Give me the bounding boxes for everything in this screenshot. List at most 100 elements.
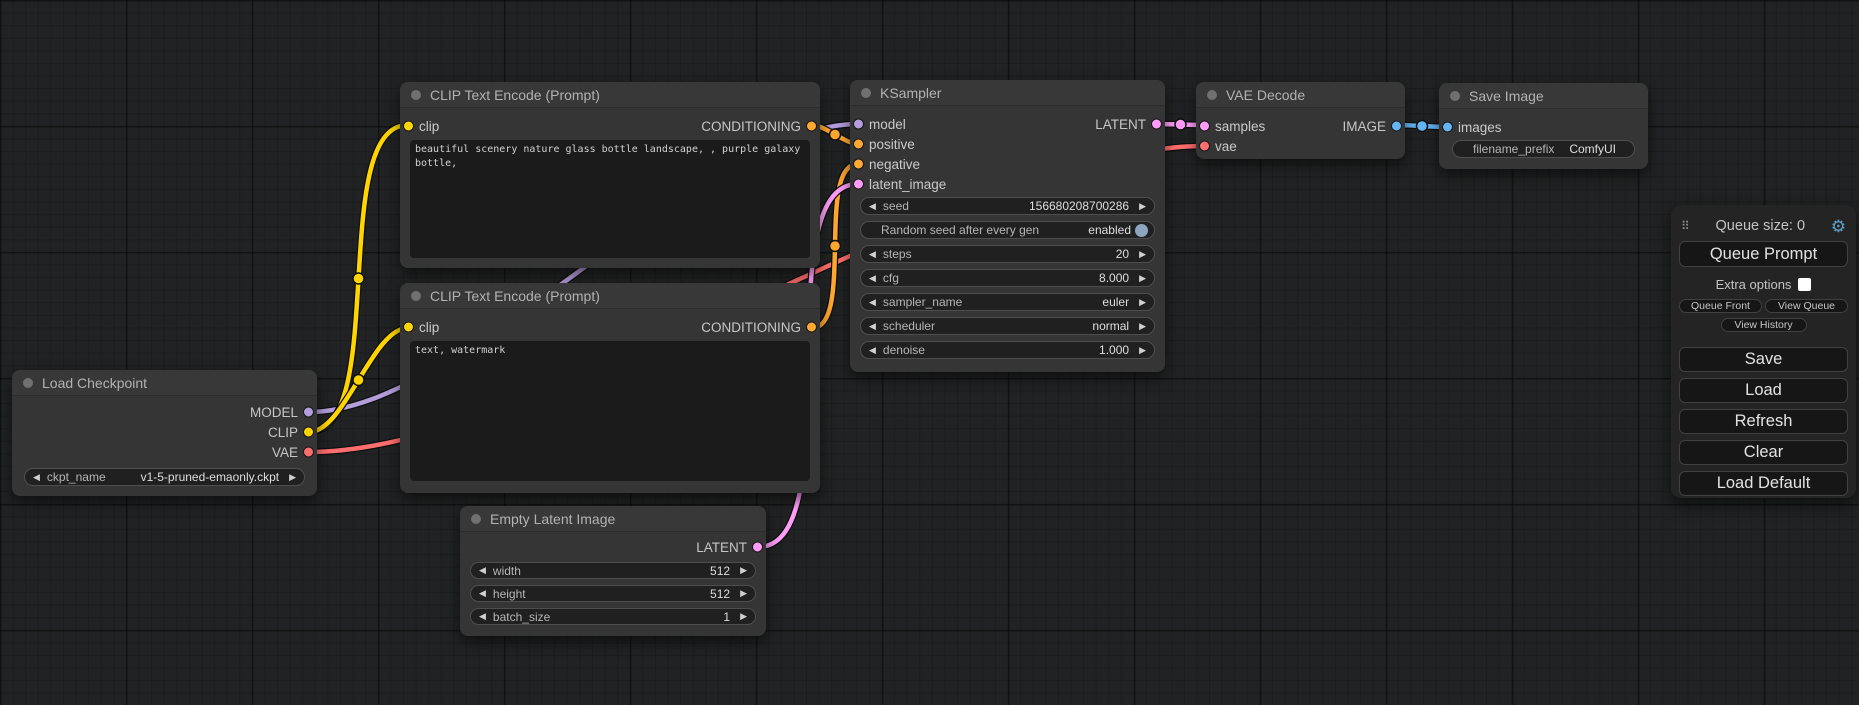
arrow-right-icon[interactable]: ▶ — [1139, 344, 1146, 355]
clear-button[interactable]: Clear — [1679, 440, 1848, 465]
input-port-positive[interactable] — [853, 138, 864, 150]
collapse-dot-icon[interactable] — [23, 377, 33, 388]
arrow-right-icon[interactable]: ▶ — [289, 471, 296, 482]
prompt-textarea[interactable]: text, watermark — [410, 341, 810, 481]
output-port-model[interactable] — [303, 406, 314, 418]
widget-label: seed — [882, 199, 909, 213]
output-port-latent[interactable] — [752, 541, 763, 553]
node-clip-text-encode-negative[interactable]: CLIP Text Encode (Prompt) clip CONDITION… — [400, 283, 820, 493]
view-history-button[interactable]: View History — [1720, 318, 1807, 332]
save-button[interactable]: Save — [1679, 347, 1848, 372]
arrow-right-icon[interactable]: ▶ — [1139, 200, 1146, 211]
toggle-dot-icon[interactable] — [1135, 223, 1148, 237]
output-label-latent: LATENT — [696, 539, 747, 555]
arrow-right-icon[interactable]: ▶ — [740, 611, 747, 621]
collapse-dot-icon[interactable] — [1450, 90, 1460, 101]
link-midpoint-dot[interactable] — [828, 128, 842, 141]
widget-sampler-name[interactable]: ◀ sampler_name euler ▶ — [860, 293, 1155, 311]
refresh-button[interactable]: Refresh — [1679, 409, 1848, 434]
node-load-checkpoint[interactable]: Load Checkpoint MODEL CLIP VAE ◀ ckpt_na… — [12, 370, 317, 496]
collapse-dot-icon[interactable] — [411, 89, 421, 100]
queue-front-button[interactable]: Queue Front — [1679, 299, 1762, 313]
input-port-vae[interactable] — [1199, 140, 1210, 152]
link-midpoint-dot[interactable] — [352, 272, 365, 285]
node-title-bar[interactable]: Load Checkpoint — [12, 370, 317, 396]
arrow-right-icon[interactable]: ▶ — [740, 565, 747, 575]
node-save-image[interactable]: Save Image images filename_prefix ComfyU… — [1439, 83, 1648, 169]
extra-options-checkbox[interactable] — [1798, 278, 1812, 291]
node-vae-decode[interactable]: VAE Decode samples IMAGE vae — [1196, 82, 1405, 159]
arrow-left-icon[interactable]: ◀ — [479, 611, 486, 621]
output-port-clip[interactable] — [303, 426, 314, 438]
node-ksampler[interactable]: KSampler model LATENT positive negative … — [850, 80, 1165, 372]
arrow-left-icon[interactable]: ◀ — [479, 588, 486, 598]
output-label-vae: VAE — [271, 444, 298, 460]
arrow-right-icon[interactable]: ▶ — [1139, 248, 1146, 259]
load-button[interactable]: Load — [1679, 378, 1848, 403]
widget-ckpt-name[interactable]: ◀ ckpt_name v1-5-pruned-emaonly.ckpt ▶ — [24, 468, 305, 486]
link-midpoint-dot[interactable] — [828, 239, 842, 253]
link-midpoint-dot[interactable] — [352, 373, 365, 387]
input-port-model[interactable] — [853, 118, 864, 130]
node-title-bar[interactable]: VAE Decode — [1196, 82, 1405, 108]
widget-label: denoise — [882, 343, 925, 357]
node-clip-text-encode-positive[interactable]: CLIP Text Encode (Prompt) clip CONDITION… — [400, 82, 820, 268]
drag-handle-icon[interactable]: ⠿ — [1681, 219, 1690, 233]
widget-cfg[interactable]: ◀ cfg 8.000 ▶ — [860, 269, 1155, 287]
output-port-image[interactable] — [1391, 120, 1402, 132]
input-label-positive: positive — [869, 136, 915, 152]
widget-denoise[interactable]: ◀ denoise 1.000 ▶ — [860, 341, 1155, 359]
widget-scheduler[interactable]: ◀ scheduler normal ▶ — [860, 317, 1155, 335]
arrow-right-icon[interactable]: ▶ — [740, 588, 747, 598]
input-port-latent-image[interactable] — [853, 178, 864, 190]
arrow-right-icon[interactable]: ▶ — [1139, 296, 1146, 307]
arrow-left-icon[interactable]: ◀ — [33, 471, 40, 482]
node-title-bar[interactable]: Save Image — [1439, 83, 1648, 109]
collapse-dot-icon[interactable] — [411, 290, 421, 301]
widget-seed[interactable]: ◀ seed 156680208700286 ▶ — [860, 197, 1155, 215]
widget-batch-size[interactable]: ◀ batch_size 1 ▶ — [470, 608, 756, 625]
arrow-left-icon[interactable]: ◀ — [869, 248, 876, 259]
node-title-bar[interactable]: CLIP Text Encode (Prompt) — [400, 283, 820, 309]
output-port-vae[interactable] — [303, 446, 314, 458]
output-port-conditioning[interactable] — [806, 120, 817, 132]
prompt-textarea[interactable]: beautiful scenery nature glass bottle la… — [410, 140, 810, 258]
arrow-left-icon[interactable]: ◀ — [869, 344, 876, 355]
collapse-dot-icon[interactable] — [1207, 89, 1217, 100]
node-empty-latent-image[interactable]: Empty Latent Image LATENT ◀ width 512 ▶ … — [460, 506, 766, 636]
input-label-vae: vae — [1215, 138, 1237, 154]
output-port-latent[interactable] — [1151, 118, 1162, 130]
input-port-samples[interactable] — [1199, 120, 1210, 132]
collapse-dot-icon[interactable] — [471, 513, 481, 524]
view-queue-button[interactable]: View Queue — [1765, 299, 1848, 313]
arrow-left-icon[interactable]: ◀ — [869, 320, 876, 331]
link-midpoint-dot[interactable] — [1415, 119, 1429, 133]
input-port-clip[interactable] — [403, 120, 414, 132]
arrow-left-icon[interactable]: ◀ — [869, 272, 876, 283]
arrow-right-icon[interactable]: ▶ — [1139, 272, 1146, 283]
link-midpoint-dot[interactable] — [1174, 118, 1187, 131]
widget-random-seed-toggle[interactable]: Random seed after every gen enabled — [860, 221, 1155, 239]
widget-height[interactable]: ◀ height 512 ▶ — [470, 585, 756, 602]
output-port-conditioning[interactable] — [806, 321, 817, 333]
arrow-right-icon[interactable]: ▶ — [1139, 320, 1146, 331]
node-title-bar[interactable]: Empty Latent Image — [460, 506, 766, 532]
queue-prompt-button[interactable]: Queue Prompt — [1679, 241, 1848, 267]
input-port-images[interactable] — [1442, 121, 1453, 133]
widget-width[interactable]: ◀ width 512 ▶ — [470, 562, 756, 579]
arrow-left-icon[interactable]: ◀ — [869, 296, 876, 307]
widget-filename-prefix[interactable]: filename_prefix ComfyUI — [1452, 140, 1635, 158]
widget-steps[interactable]: ◀ steps 20 ▶ — [860, 245, 1155, 263]
slot-row-vae: vae — [1196, 136, 1405, 156]
node-title-bar[interactable]: KSampler — [850, 80, 1165, 106]
arrow-left-icon[interactable]: ◀ — [869, 200, 876, 211]
load-default-button[interactable]: Load Default — [1679, 471, 1848, 496]
input-port-clip[interactable] — [403, 321, 414, 333]
collapse-dot-icon[interactable] — [861, 87, 871, 98]
node-title-bar[interactable]: CLIP Text Encode (Prompt) — [400, 82, 820, 108]
output-label-clip: CLIP — [267, 424, 298, 440]
input-port-negative[interactable] — [853, 158, 864, 170]
settings-gear-icon[interactable]: ⚙ — [1830, 216, 1846, 236]
arrow-left-icon[interactable]: ◀ — [479, 565, 486, 575]
